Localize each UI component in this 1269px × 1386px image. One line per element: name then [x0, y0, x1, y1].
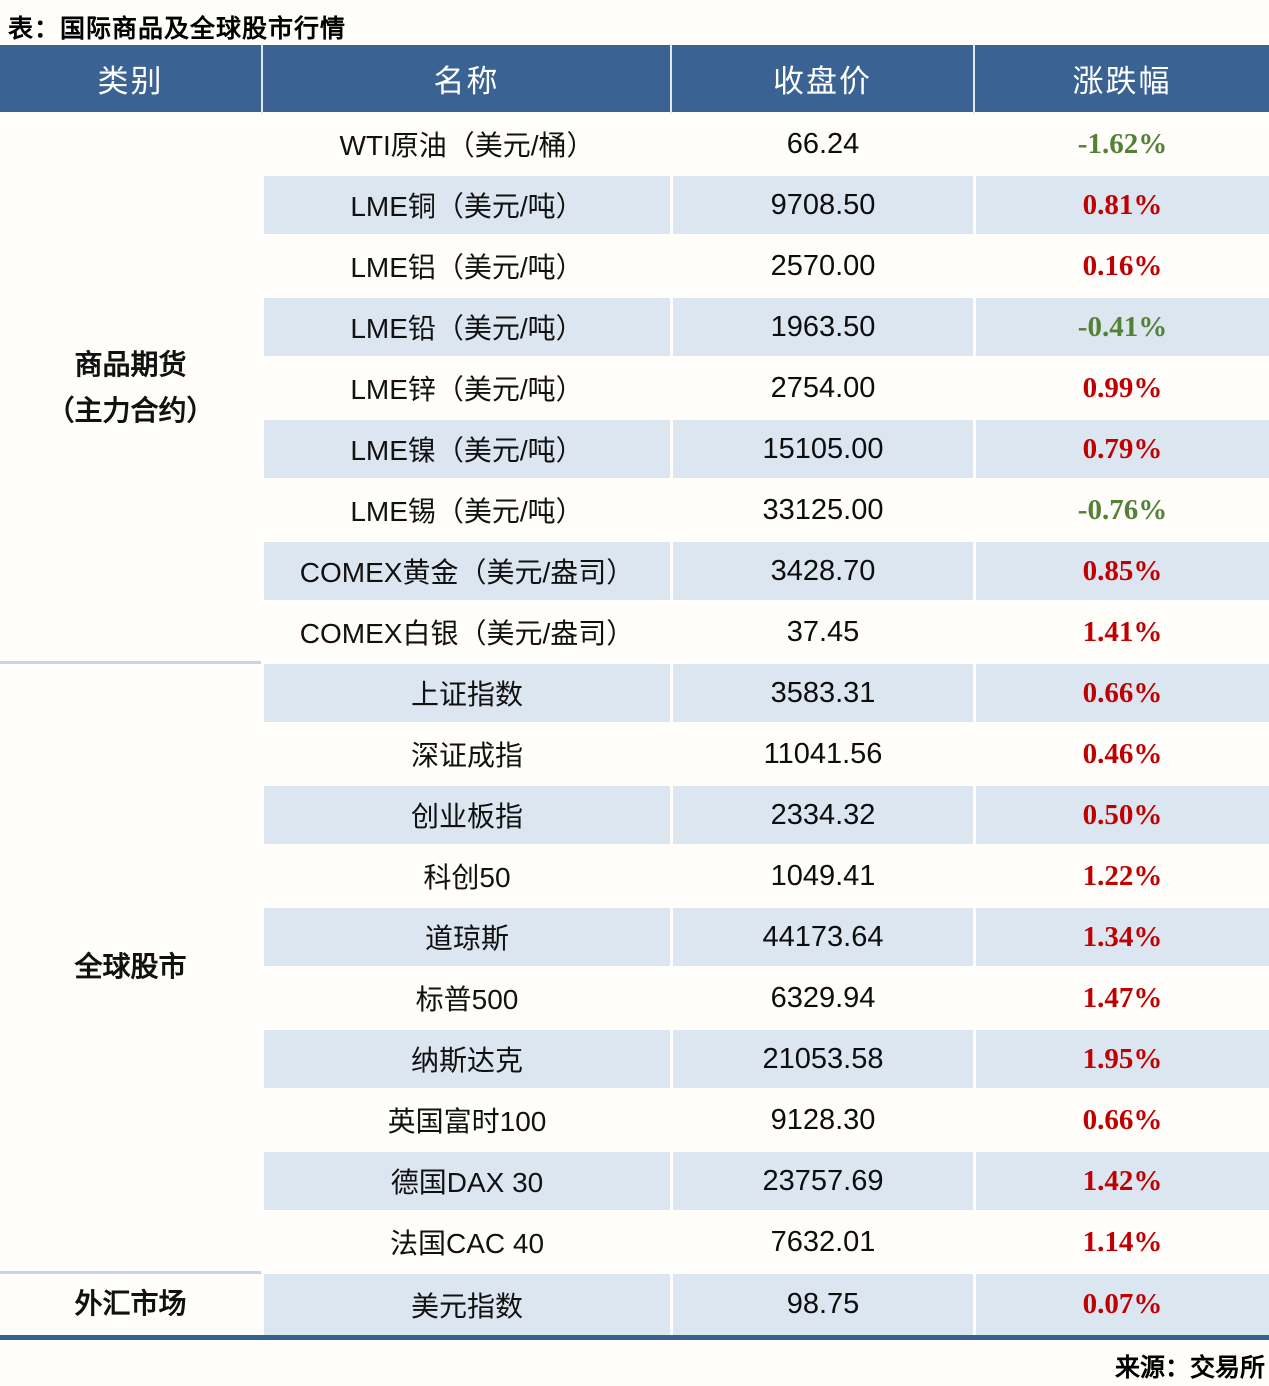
change-cell: 0.85%: [973, 542, 1269, 603]
change-cell: 0.16%: [973, 237, 1269, 298]
close-cell: 3583.31: [670, 664, 973, 725]
name-cell: 法国CAC 40: [261, 1213, 670, 1274]
change-cell: 1.41%: [973, 603, 1269, 664]
name-cell: 英国富时100: [261, 1091, 670, 1152]
source-note: 来源：交易所: [1114, 1354, 1265, 1382]
category-cell: 商品期货 （主力合约）: [0, 115, 261, 664]
close-cell: 2754.00: [670, 359, 973, 420]
change-cell: 0.50%: [973, 786, 1269, 847]
change-cell: 0.07%: [973, 1274, 1269, 1335]
close-cell: 33125.00: [670, 481, 973, 542]
close-cell: 9128.30: [670, 1091, 973, 1152]
close-cell: 3428.70: [670, 542, 973, 603]
page-title: 表：国际商品及全球股市行情: [8, 15, 347, 43]
name-cell: 标普500: [261, 969, 670, 1030]
name-cell: LME铜（美元/吨）: [261, 176, 670, 237]
close-cell: 1963.50: [670, 298, 973, 359]
change-cell: -0.76%: [973, 481, 1269, 542]
change-cell: 0.66%: [973, 664, 1269, 725]
name-cell: 美元指数: [261, 1274, 670, 1335]
header-cell-category: 类别: [0, 45, 261, 115]
close-cell: 23757.69: [670, 1152, 973, 1213]
category-cell: 外汇市场: [0, 1274, 261, 1335]
name-cell: 德国DAX 30: [261, 1152, 670, 1213]
change-cell: 0.46%: [973, 725, 1269, 786]
close-cell: 66.24: [670, 115, 973, 176]
close-cell: 21053.58: [670, 1030, 973, 1091]
name-cell: 上证指数: [261, 664, 670, 725]
market-table: 类别 名称 收盘价 涨跌幅商品期货 （主力合约） WTI原油（美元/桶） 66.24 -1.…: [0, 45, 1269, 1340]
name-cell: LME铅（美元/吨）: [261, 298, 670, 359]
close-cell: 37.45: [670, 603, 973, 664]
name-cell: WTI原油（美元/桶）: [261, 115, 670, 176]
close-cell: 2570.00: [670, 237, 973, 298]
name-cell: LME镍（美元/吨）: [261, 420, 670, 481]
change-cell: -0.41%: [973, 298, 1269, 359]
header-cell-name: 名称: [261, 45, 670, 115]
header-cell-close: 收盘价: [670, 45, 973, 115]
change-cell: 0.99%: [973, 359, 1269, 420]
name-cell: 纳斯达克: [261, 1030, 670, 1091]
change-cell: 1.22%: [973, 847, 1269, 908]
name-cell: LME锡（美元/吨）: [261, 481, 670, 542]
name-cell: 深证成指: [261, 725, 670, 786]
name-cell: 科创50: [261, 847, 670, 908]
name-cell: COMEX黄金（美元/盎司）: [261, 542, 670, 603]
change-cell: -1.62%: [973, 115, 1269, 176]
close-cell: 6329.94: [670, 969, 973, 1030]
change-cell: 0.79%: [973, 420, 1269, 481]
change-cell: 0.66%: [973, 1091, 1269, 1152]
close-cell: 1049.41: [670, 847, 973, 908]
change-cell: 1.95%: [973, 1030, 1269, 1091]
close-cell: 2334.32: [670, 786, 973, 847]
name-cell: LME锌（美元/吨）: [261, 359, 670, 420]
change-cell: 1.34%: [973, 908, 1269, 969]
name-cell: 创业板指: [261, 786, 670, 847]
change-cell: 1.47%: [973, 969, 1269, 1030]
close-cell: 11041.56: [670, 725, 973, 786]
change-cell: 1.14%: [973, 1213, 1269, 1274]
change-cell: 0.81%: [973, 176, 1269, 237]
category-cell: 全球股市: [0, 664, 261, 1274]
close-cell: 9708.50: [670, 176, 973, 237]
close-cell: 98.75: [670, 1274, 973, 1335]
close-cell: 15105.00: [670, 420, 973, 481]
change-cell: 1.42%: [973, 1152, 1269, 1213]
name-cell: COMEX白银（美元/盎司）: [261, 603, 670, 664]
close-cell: 44173.64: [670, 908, 973, 969]
close-cell: 7632.01: [670, 1213, 973, 1274]
name-cell: 道琼斯: [261, 908, 670, 969]
header-cell-change: 涨跌幅: [973, 45, 1269, 115]
name-cell: LME铝（美元/吨）: [261, 237, 670, 298]
